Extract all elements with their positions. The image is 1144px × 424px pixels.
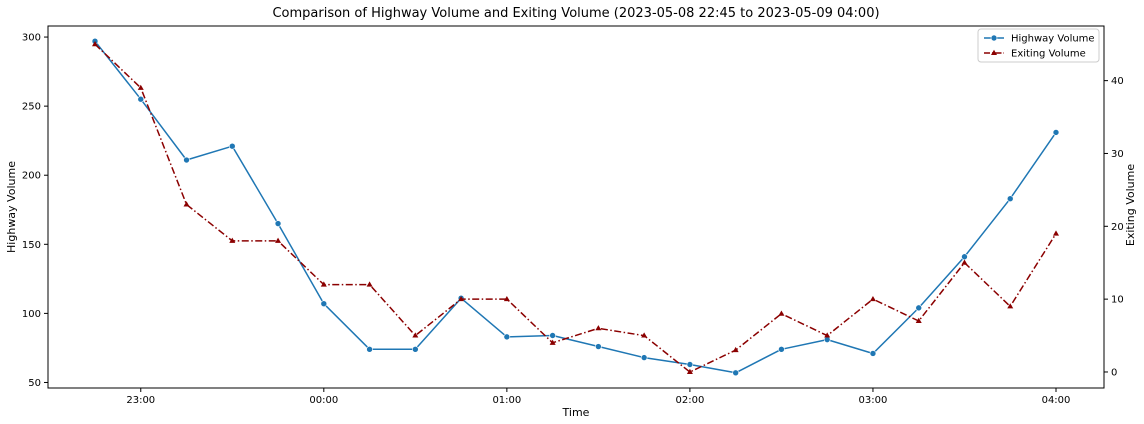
x-tick-label: 04:00: [1042, 395, 1071, 406]
data-point-exiting-volume: [778, 310, 785, 316]
left-y-axis: 50 100 150 200 250 300: [22, 33, 48, 389]
right-y-tick-label: 30: [1111, 149, 1124, 160]
data-point-exiting-volume: [366, 281, 373, 287]
x-axis: 23:00 00:00 01:00 02:00 03:00 04:00: [126, 388, 1070, 406]
left-y-tick-label: 50: [28, 378, 41, 389]
right-y-tick-label: 40: [1111, 76, 1124, 87]
right-y-axis-label: Exiting Volume: [1124, 164, 1137, 246]
data-point-exiting-volume: [275, 237, 282, 243]
data-point-highway-volume: [228, 142, 236, 150]
data-point-exiting-volume: [641, 332, 648, 338]
left-y-tick-label: 200: [22, 171, 41, 182]
right-y-tick-label: 20: [1111, 222, 1124, 233]
data-point-exiting-volume: [961, 259, 968, 265]
data-point-highway-volume: [1052, 129, 1060, 136]
x-tick-label: 23:00: [126, 395, 155, 406]
data-point-exiting-volume: [229, 237, 236, 243]
data-point-exiting-volume: [915, 317, 922, 323]
data-point-exiting-volume: [869, 295, 876, 302]
data-point-exiting-volume: [458, 295, 465, 302]
data-point-highway-volume: [961, 253, 968, 261]
data-point-exiting-volume: [595, 325, 602, 331]
data-point-exiting-volume: [549, 339, 556, 345]
legend: Highway Volume Exiting Volume: [977, 28, 1100, 63]
series-line-highway-volume: [94, 40, 1057, 374]
legend-marker-exiting-volume: [991, 49, 997, 55]
data-point-exiting-volume: [824, 332, 831, 338]
data-point-exiting-volume: [732, 346, 739, 353]
data-point-highway-volume: [869, 350, 877, 357]
left-y-tick-label: 150: [22, 240, 41, 251]
data-point-highway-volume: [503, 333, 511, 341]
data-point-highway-volume: [274, 220, 282, 227]
x-tick-label: 00:00: [309, 395, 338, 406]
x-axis-label: Time: [562, 406, 590, 419]
data-point-highway-volume: [1006, 195, 1014, 203]
data-point-exiting-volume: [503, 295, 510, 302]
legend-box: [977, 28, 1100, 63]
data-point-exiting-volume: [412, 332, 419, 338]
data-point-exiting-volume: [183, 201, 190, 207]
right-y-axis: 0 10 20 30 40: [1104, 76, 1124, 378]
right-y-tick-label: 0: [1111, 367, 1117, 378]
x-tick-label: 02:00: [675, 395, 704, 406]
data-point-highway-volume: [320, 300, 328, 308]
chart-title: Comparison of Highway Volume and Exiting…: [272, 6, 879, 21]
data-point-exiting-volume: [1053, 230, 1059, 236]
left-y-tick-label: 100: [22, 309, 41, 320]
data-point-highway-volume: [686, 361, 694, 368]
x-tick-label: 03:00: [859, 395, 888, 406]
left-y-tick-label: 250: [22, 102, 41, 113]
data-point-exiting-volume: [686, 368, 693, 374]
plot-frame: [47, 25, 1105, 389]
data-point-exiting-volume: [92, 41, 98, 47]
data-point-highway-volume: [732, 369, 739, 377]
data-point-exiting-volume: [137, 84, 144, 90]
series-line-exiting-volume: [94, 43, 1057, 373]
legend-marker-highway-volume: [990, 34, 998, 42]
data-point-highway-volume: [366, 346, 373, 353]
left-y-axis-label: Highway Volume: [5, 161, 18, 253]
right-y-tick-label: 10: [1111, 295, 1124, 306]
data-point-highway-volume: [915, 304, 923, 312]
data-point-exiting-volume: [1007, 303, 1014, 309]
data-point-highway-volume: [640, 354, 648, 361]
data-point-exiting-volume: [320, 281, 327, 287]
data-point-highway-volume: [778, 346, 785, 353]
legend-label-exiting-volume: Exiting Volume: [1011, 49, 1086, 60]
data-point-highway-volume: [137, 95, 145, 103]
left-y-tick-label: 300: [22, 33, 41, 44]
x-tick-label: 01:00: [492, 395, 521, 406]
legend-label-highway-volume: Highway Volume: [1011, 34, 1095, 45]
series-layer: [91, 37, 1060, 377]
data-point-highway-volume: [595, 343, 602, 350]
data-point-highway-volume: [549, 332, 556, 339]
data-point-highway-volume: [412, 346, 419, 353]
data-point-highway-volume: [183, 156, 190, 164]
